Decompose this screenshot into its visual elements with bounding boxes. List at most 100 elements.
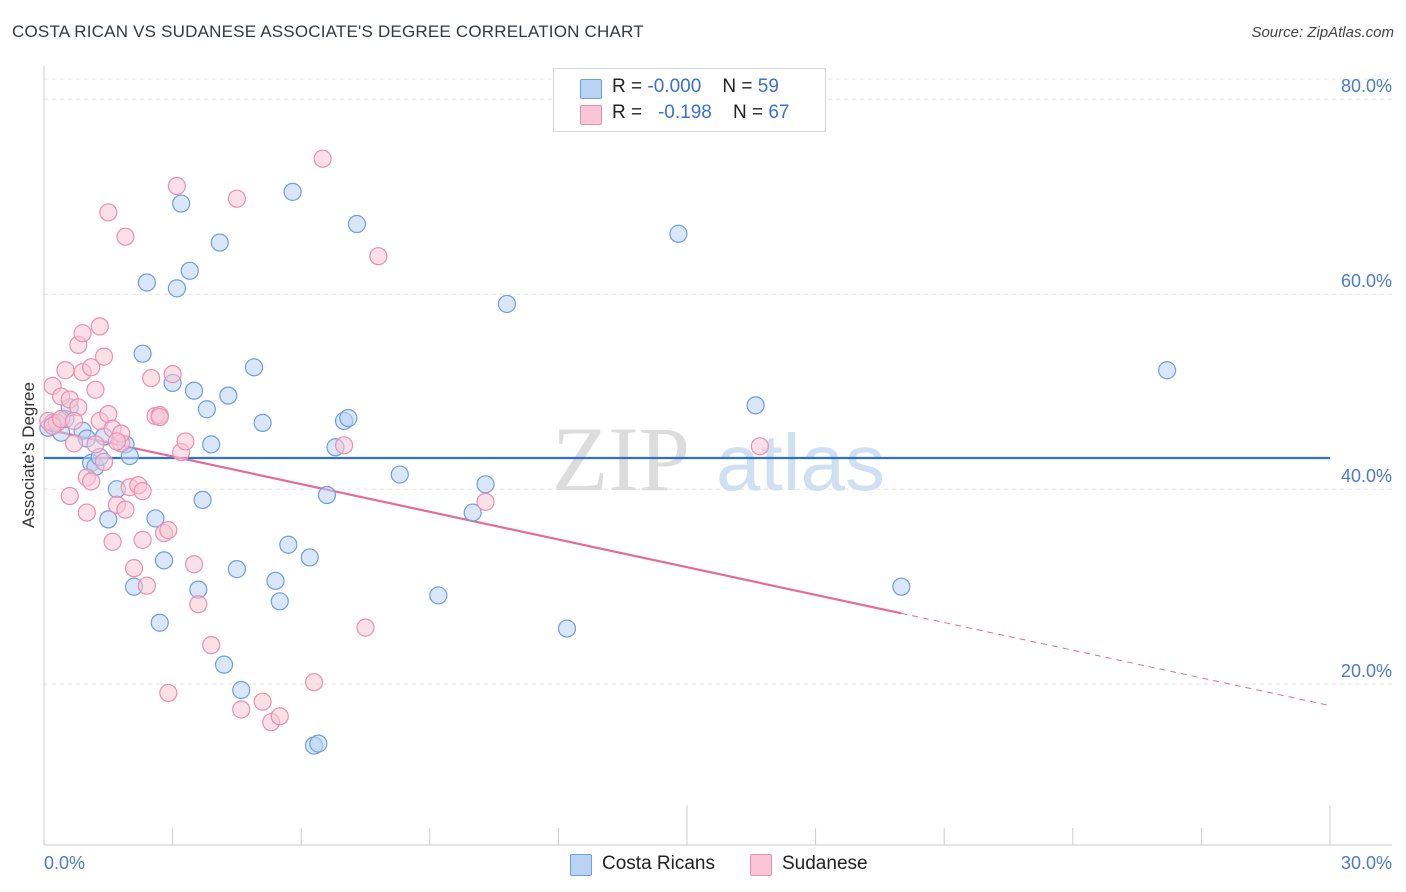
sudanese-point-34 (133, 482, 152, 501)
sudanese-point-40 (159, 521, 178, 540)
costa-rican-point-32 (227, 560, 246, 579)
sudanese-point-58 (369, 247, 388, 266)
sudanese-point-4 (56, 361, 75, 380)
sudanese-point-50 (232, 700, 251, 719)
sudanese-point-45 (176, 432, 195, 451)
sudanese-point-15 (86, 380, 105, 399)
costa-rican-point-13 (120, 446, 139, 466)
sudanese-point-14 (82, 358, 101, 377)
x-tick-label-30: 30.0% (1341, 853, 1392, 873)
costa-rican-point-49 (429, 586, 448, 605)
costa-rican-point-47 (347, 214, 367, 234)
sudanese-point-46 (184, 555, 204, 574)
sudanese-point-31 (124, 559, 144, 578)
trend-line-sudanese-extrapolated (901, 612, 1331, 707)
costa-rican-point-48 (390, 465, 409, 484)
sudanese-point-56 (334, 436, 354, 455)
y-tick-label-80: 80.0% (1341, 76, 1392, 96)
costa-rican-point-38 (279, 535, 298, 554)
costa-rican-point-53 (557, 619, 577, 638)
stats-legend: R = -0.000 N = 59 R = -0.198 N = 67 (553, 68, 826, 132)
sudanese-point-53 (270, 707, 289, 726)
legend-r-sudanese: -0.198 (657, 102, 712, 123)
sudanese-point-28 (116, 227, 135, 246)
costa-rican-point-28 (202, 435, 221, 454)
costa-rican-point-34 (244, 358, 264, 377)
costa-rican-point-21 (167, 279, 186, 298)
sudanese-point-47 (189, 595, 208, 614)
sudanese-point-59 (476, 492, 495, 511)
sudanese-point-33 (133, 530, 152, 549)
costa-rican-point-24 (184, 381, 204, 400)
costa-rican-point-18 (150, 613, 169, 632)
sudanese-point-36 (142, 368, 161, 388)
costa-rican-point-33 (232, 680, 251, 700)
sudanese-point-55 (313, 149, 332, 168)
costa-rican-point-22 (172, 194, 191, 213)
costa-rican-point-29 (210, 233, 229, 252)
costa-rican-point-35 (253, 413, 272, 432)
sudanese-point-20 (94, 452, 114, 471)
costa-rican-point-31 (219, 386, 238, 405)
sudanese-point-29 (116, 500, 135, 519)
costa-rican-point-40 (300, 548, 319, 567)
y-tick-label-60: 60.0% (1341, 271, 1392, 291)
sudanese-point-17 (90, 317, 109, 336)
sudanese-point-41 (159, 683, 178, 703)
costa-rican-point-23 (180, 261, 199, 280)
costa-rican-point-17 (146, 509, 165, 528)
costa-rican-point-37 (270, 592, 289, 611)
costa-rican-point-57 (1158, 361, 1177, 380)
sudanese-point-48 (202, 636, 221, 655)
sudanese-point-60 (750, 437, 769, 456)
sudanese-point-57 (356, 618, 375, 637)
sudanese-point-43 (167, 176, 186, 196)
costa-rican-point-10 (99, 510, 118, 529)
costa-rican-point-15 (133, 344, 152, 363)
sudanese-point-7 (64, 434, 84, 453)
watermark-atlas: atlas (716, 418, 885, 507)
costa-rican-point-43 (317, 485, 337, 505)
sudanese-point-16 (86, 435, 105, 454)
grid-lines (44, 78, 1392, 685)
legend-swatch-sudanese (580, 105, 602, 125)
sudanese-point-24 (103, 532, 122, 551)
costa-rican-point-54 (669, 224, 688, 243)
y-axis-label: Associate's Degree (19, 382, 38, 528)
legend-n-costa-ricans: 59 (757, 76, 779, 97)
legend-swatch-costa-ricans (580, 79, 602, 99)
sudanese-point-65 (150, 407, 169, 427)
sudanese-point-19 (94, 347, 114, 366)
tick-labels: 20.0% 40.0% 60.0% 80.0% 0.0% 30.0% (44, 76, 1392, 873)
costa-rican-point-19 (154, 551, 174, 570)
sudanese-point-51 (253, 692, 272, 711)
source-note: Source: ZipAtlas.com (1251, 24, 1394, 41)
sudanese-point-63 (64, 411, 84, 431)
data-points (39, 149, 1177, 755)
sudanese-point-11 (73, 324, 92, 343)
costa-rican-point-52 (497, 294, 517, 314)
costa-rican-point-39 (283, 182, 302, 201)
sudanese-point-64 (107, 432, 126, 451)
costa-rican-point-50 (463, 503, 482, 522)
legend-n-sudanese: 67 (768, 102, 790, 123)
sudanese-point-66 (82, 472, 101, 491)
costa-rican-point-27 (197, 400, 216, 419)
axes (43, 66, 1392, 846)
costa-rican-point-36 (266, 571, 285, 590)
sudanese-point-6 (60, 486, 79, 506)
sudanese-point-35 (137, 576, 156, 595)
sudanese-point-13 (77, 503, 96, 522)
costa-rican-point-51 (476, 475, 495, 494)
costa-rican-point-46 (339, 408, 358, 428)
costa-rican-point-42 (309, 734, 328, 753)
costa-rican-point-16 (137, 273, 156, 292)
legend-r-costa-ricans: -0.000 (647, 76, 702, 97)
y-tick-label-40: 40.0% (1341, 466, 1392, 486)
sudanese-point-54 (304, 673, 324, 692)
costa-rican-point-30 (214, 655, 234, 674)
y-tick-label-20: 20.0% (1341, 661, 1392, 681)
costa-rican-point-26 (193, 490, 212, 510)
x-tick-label-0: 0.0% (44, 853, 85, 873)
